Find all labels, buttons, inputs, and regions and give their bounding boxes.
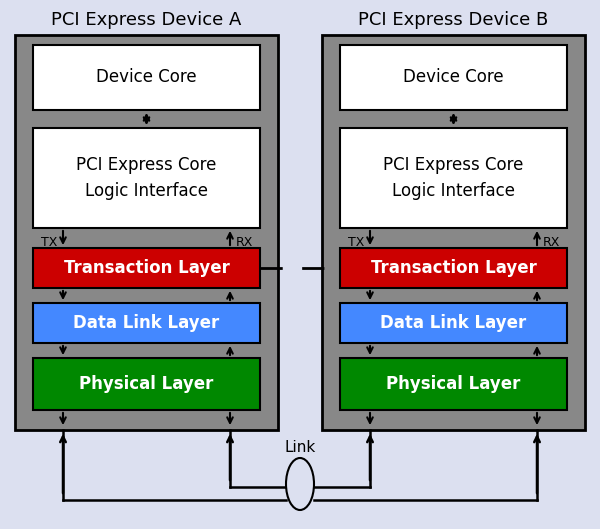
- Bar: [33, 45, 260, 110]
- Text: TX: TX: [41, 235, 57, 249]
- Bar: [340, 45, 567, 110]
- Text: RX: RX: [542, 235, 560, 249]
- Text: PCI Express Core
Logic Interface: PCI Express Core Logic Interface: [383, 156, 524, 200]
- Text: RX: RX: [235, 235, 253, 249]
- Text: Physical Layer: Physical Layer: [79, 375, 214, 393]
- Text: Link: Link: [284, 441, 316, 455]
- Text: PCI Express Device B: PCI Express Device B: [358, 11, 548, 29]
- Text: Physical Layer: Physical Layer: [386, 375, 521, 393]
- Text: Device Core: Device Core: [96, 68, 197, 87]
- Bar: [340, 248, 567, 288]
- Ellipse shape: [286, 458, 314, 510]
- Text: Transaction Layer: Transaction Layer: [64, 259, 229, 277]
- Bar: [33, 128, 260, 228]
- Bar: [33, 358, 260, 410]
- Text: Data Link Layer: Data Link Layer: [380, 314, 527, 332]
- Bar: [340, 128, 567, 228]
- Text: Device Core: Device Core: [403, 68, 504, 87]
- Bar: [15, 35, 278, 430]
- Bar: [33, 248, 260, 288]
- Text: TX: TX: [348, 235, 364, 249]
- Text: Data Link Layer: Data Link Layer: [73, 314, 220, 332]
- Bar: [340, 303, 567, 343]
- Text: Transaction Layer: Transaction Layer: [371, 259, 536, 277]
- Text: PCI Express Core
Logic Interface: PCI Express Core Logic Interface: [76, 156, 217, 200]
- Bar: [340, 358, 567, 410]
- Text: PCI Express Device A: PCI Express Device A: [52, 11, 242, 29]
- Bar: [33, 303, 260, 343]
- Bar: [322, 35, 585, 430]
